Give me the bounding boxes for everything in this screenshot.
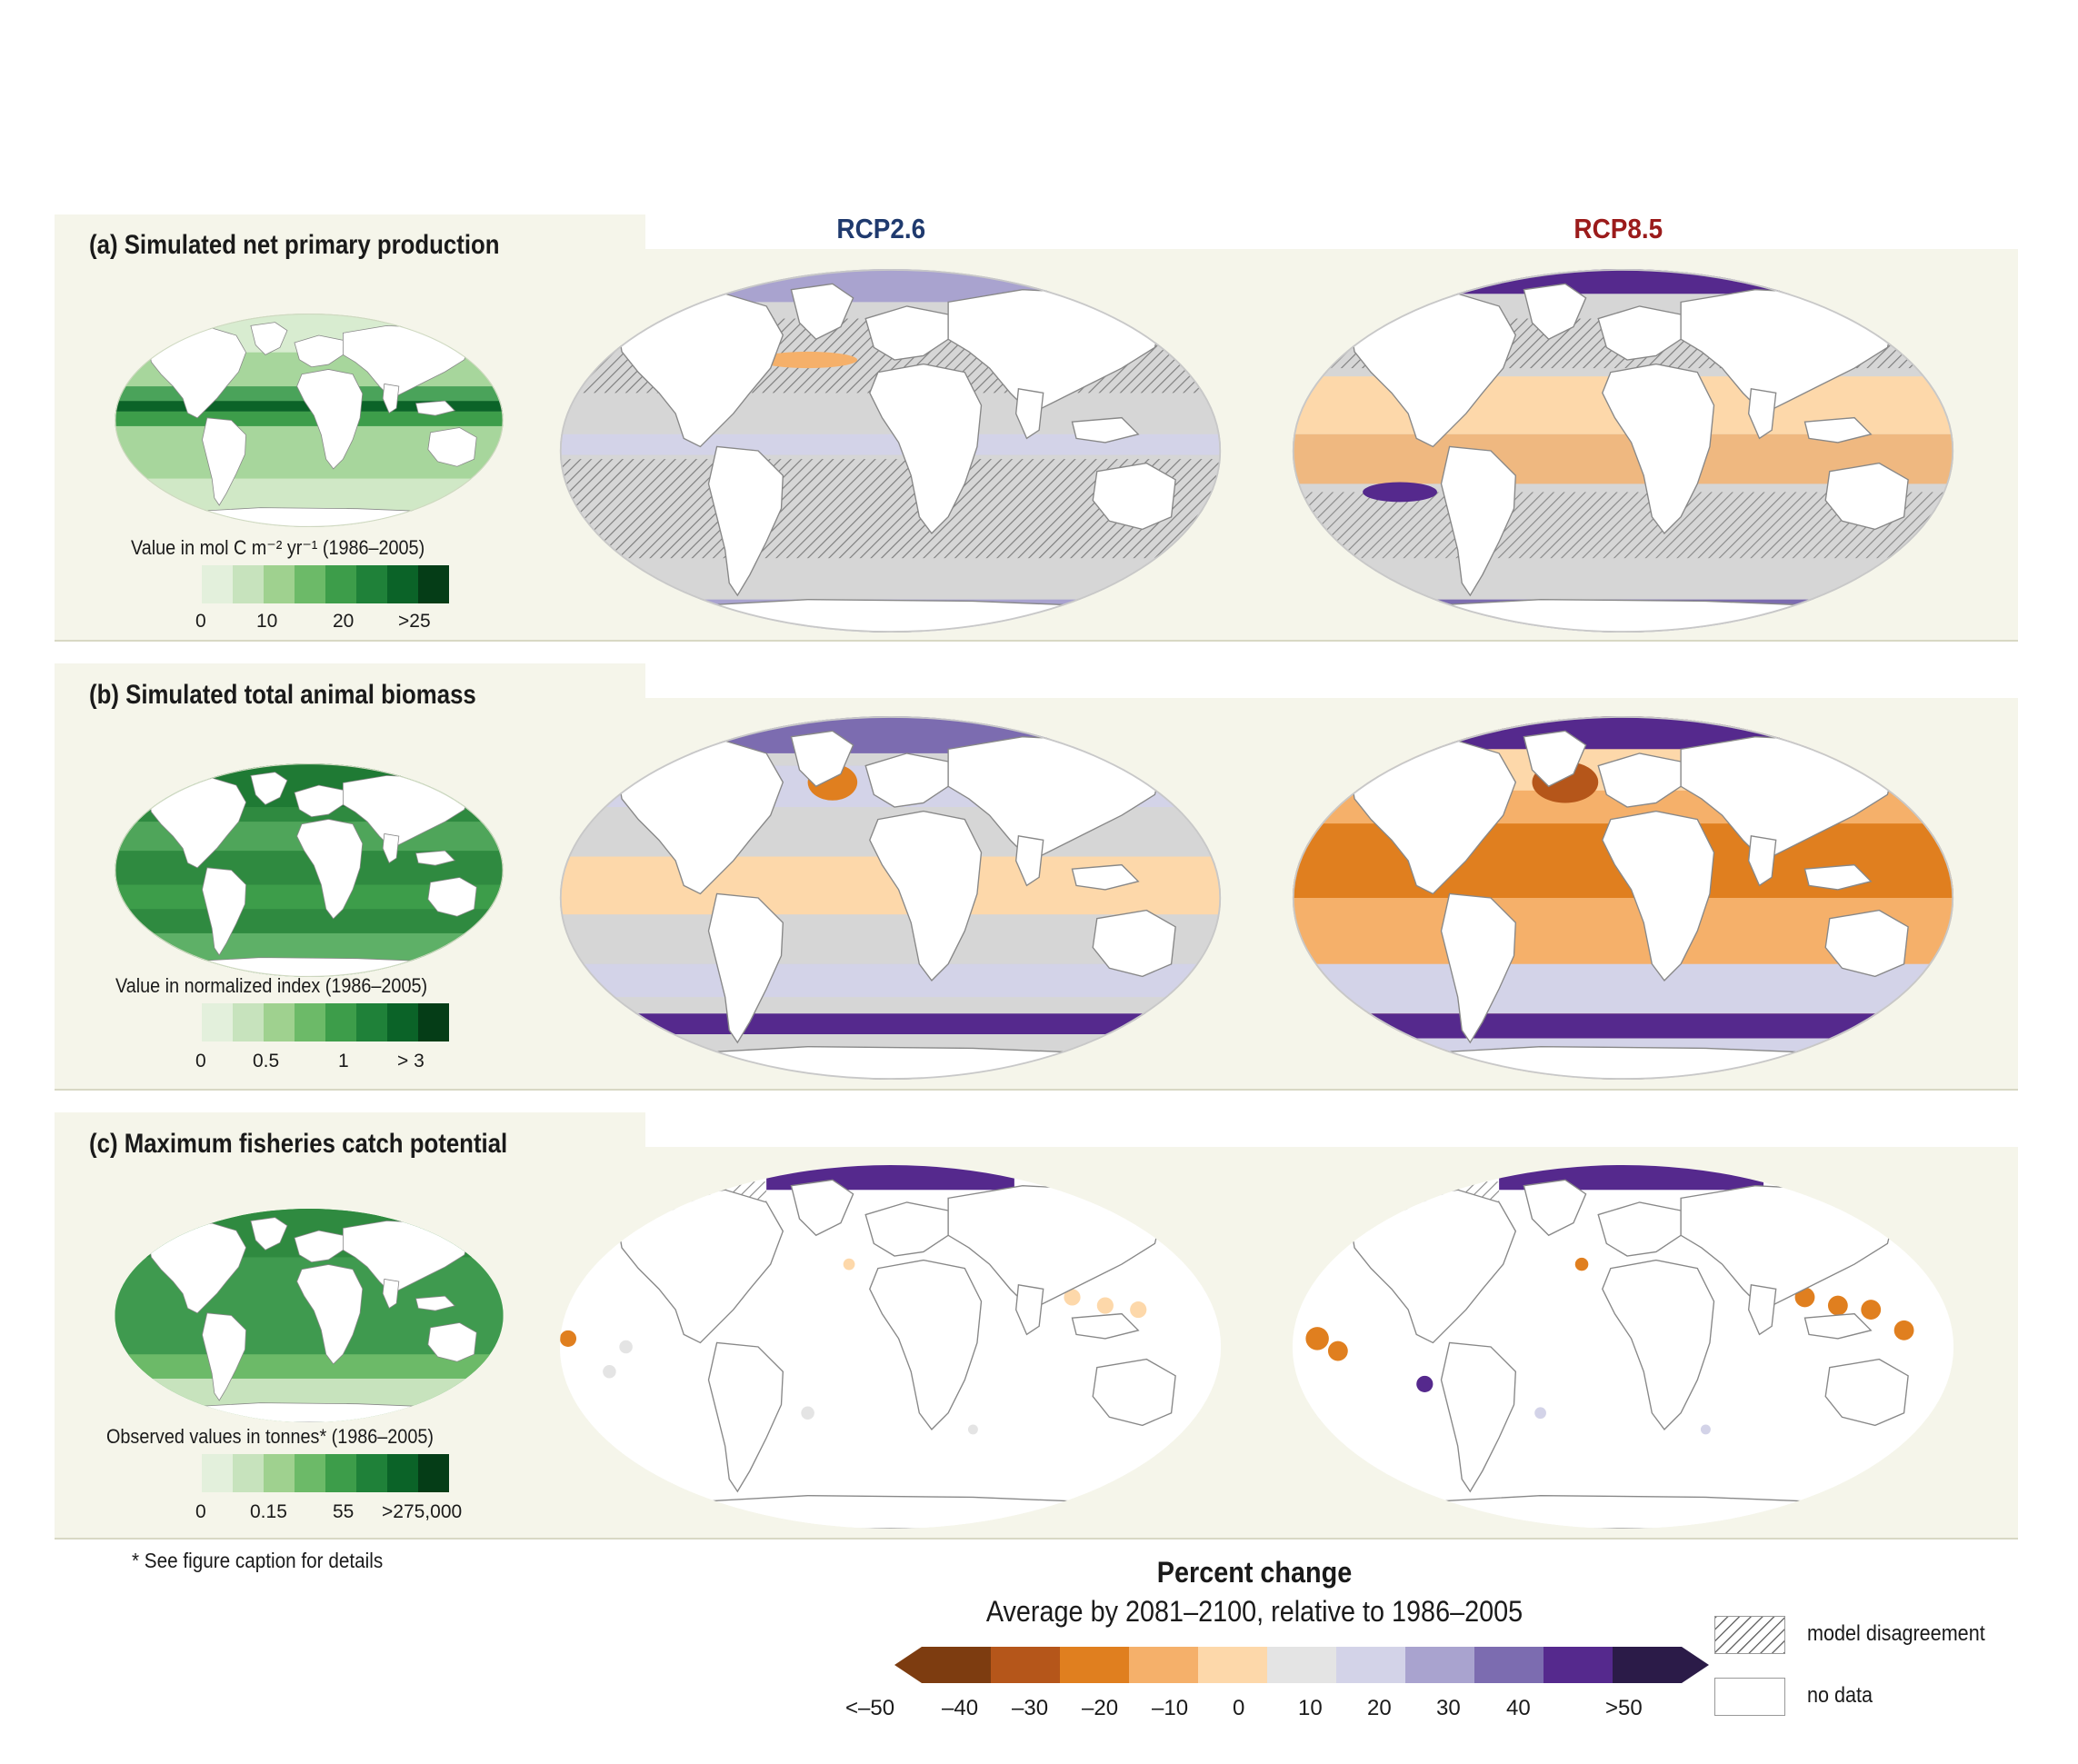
pc-tick-9: 40: [1506, 1696, 1531, 1720]
panel-c-tick-3: >275,000: [382, 1501, 463, 1522]
panel-c-tick-0: 0: [195, 1501, 206, 1522]
pc-tick-8: 30: [1436, 1696, 1461, 1720]
panel-b-tab: [55, 663, 645, 700]
pc-tick-4: –10: [1152, 1696, 1189, 1720]
percent-change-color-bar: [922, 1647, 1682, 1683]
no-data-label: no data: [1807, 1683, 1873, 1708]
pc-tick-1: –40: [942, 1696, 979, 1720]
panel-a-legend-label: Value in mol C m⁻² yr⁻¹ (1986–2005): [131, 536, 425, 559]
baseline-map-biomass: [95, 763, 523, 977]
pc-tick-5: 0: [1233, 1696, 1245, 1720]
pc-tick-3: –20: [1082, 1696, 1119, 1720]
panel-c-green-scale: [202, 1454, 449, 1492]
map-biomass-rcp26: [524, 716, 1256, 1080]
pc-tick-2: –30: [1012, 1696, 1049, 1720]
panel-a-tab: [55, 214, 645, 251]
percent-change-arrow-right: [1682, 1647, 1709, 1683]
percent-change-arrow-left: [894, 1647, 922, 1683]
panel-a-green-scale: [202, 565, 449, 603]
panel-c-tab: [55, 1112, 645, 1149]
panel-c-title: (c) Maximum fisheries catch potential: [89, 1129, 508, 1159]
percent-change-title: Percent change: [1156, 1556, 1353, 1589]
map-fisheries-rcp85: [1257, 1165, 1989, 1529]
percent-change-subtitle: Average by 2081–2100, relative to 1986–2…: [985, 1595, 1524, 1628]
baseline-map-npp: [95, 314, 523, 527]
pc-tick-10: >50: [1605, 1696, 1643, 1720]
panel-b-title: (b) Simulated total animal biomass: [89, 680, 476, 710]
map-fisheries-rcp26: [524, 1165, 1256, 1529]
panel-a-tick-0: 0: [195, 611, 206, 632]
pc-tick-0: <–50: [845, 1696, 895, 1720]
panel-b-tick-0: 0: [195, 1051, 206, 1071]
panel-b-tick-3: > 3: [397, 1051, 425, 1071]
panel-b-legend-label: Value in normalized index (1986–2005): [115, 974, 428, 997]
model-disagreement-swatch: [1714, 1616, 1785, 1654]
panel-c-legend-label: Observed values in tonnes* (1986–2005): [106, 1425, 434, 1448]
pc-tick-6: 10: [1298, 1696, 1323, 1720]
panel-a-tick-3: >25: [398, 611, 431, 632]
panel-c-tick-2: 55: [333, 1501, 355, 1522]
panel-b-tick-1: 0.5: [253, 1051, 280, 1071]
panel-c-tick-1: 0.15: [250, 1501, 287, 1522]
map-npp-rcp26: [524, 269, 1256, 633]
map-npp-rcp85: [1257, 269, 1989, 633]
panel-a-tick-1: 10: [256, 611, 278, 632]
column-header-rcp26: RCP2.6: [836, 213, 926, 244]
map-biomass-rcp85: [1257, 716, 1989, 1080]
panel-b-tick-2: 1: [338, 1051, 349, 1071]
panel-a-title: (a) Simulated net primary production: [89, 230, 500, 260]
footnote: * See figure caption for details: [132, 1549, 384, 1572]
model-disagreement-label: model disagreement: [1807, 1621, 1985, 1646]
baseline-map-fisheries: [95, 1209, 523, 1422]
panel-a-tick-2: 20: [333, 611, 355, 632]
pc-tick-7: 20: [1367, 1696, 1392, 1720]
column-header-rcp85: RCP8.5: [1573, 213, 1663, 244]
panel-b-green-scale: [202, 1003, 449, 1041]
no-data-swatch: [1714, 1678, 1785, 1716]
